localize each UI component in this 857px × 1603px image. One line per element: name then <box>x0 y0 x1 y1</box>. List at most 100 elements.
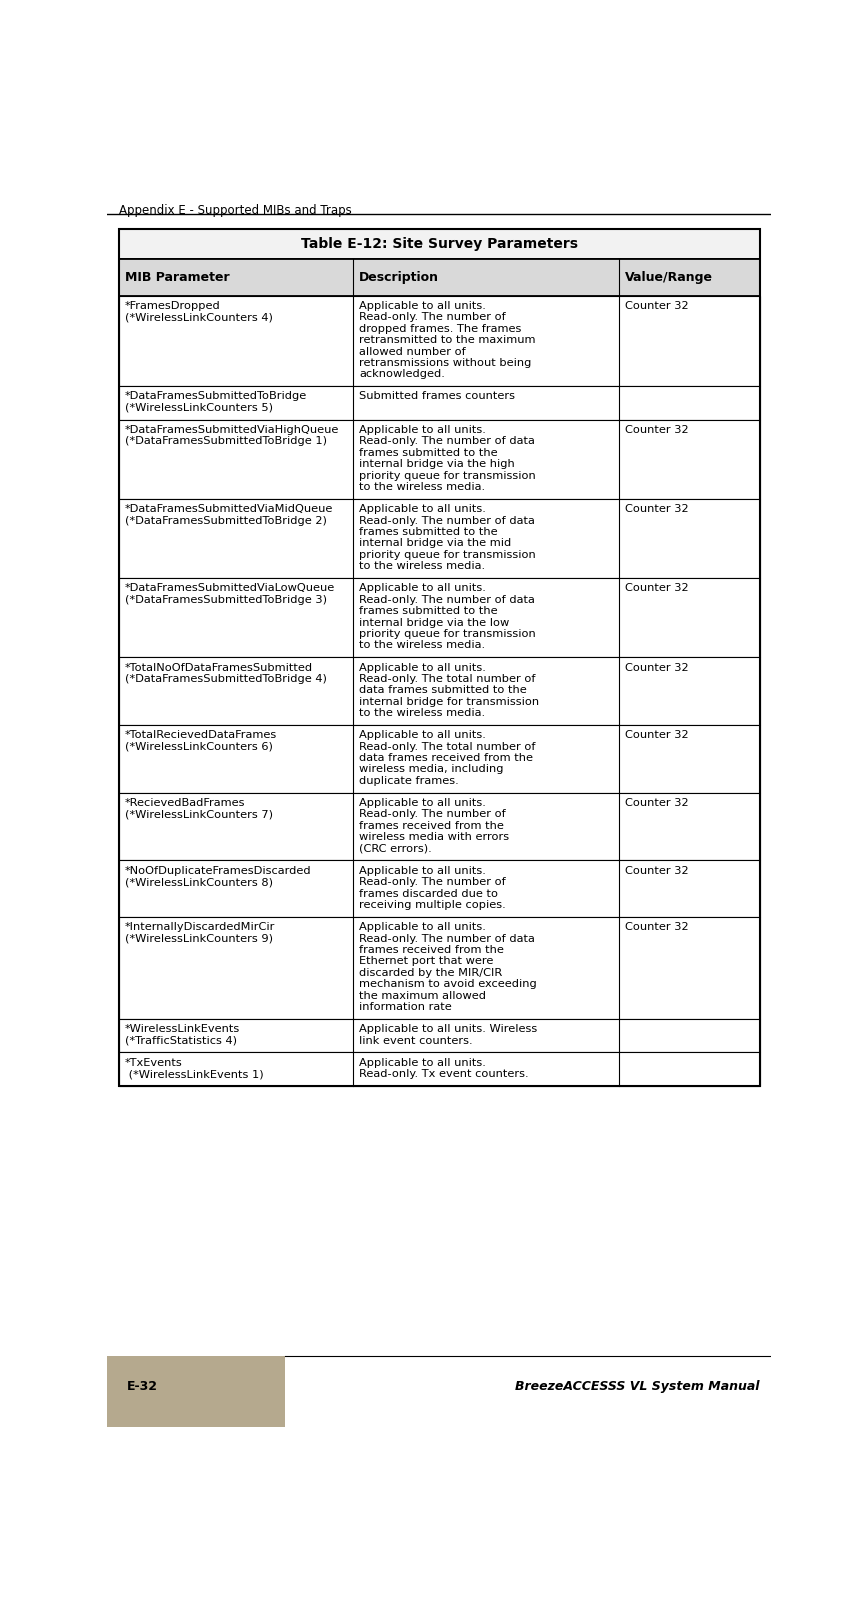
Text: Applicable to all units.: Applicable to all units. <box>359 922 486 933</box>
Text: Applicable to all units.: Applicable to all units. <box>359 505 486 515</box>
Text: allowed number of: allowed number of <box>359 346 465 356</box>
Text: *TxEvents: *TxEvents <box>125 1058 183 1068</box>
Text: *DataFramesSubmittedViaMidQueue: *DataFramesSubmittedViaMidQueue <box>125 505 333 515</box>
Text: frames received from the: frames received from the <box>359 944 504 955</box>
Text: *RecievedBadFrames: *RecievedBadFrames <box>125 798 245 808</box>
Text: duplicate frames.: duplicate frames. <box>359 776 458 785</box>
Text: (*WirelessLinkCounters 4): (*WirelessLinkCounters 4) <box>125 313 273 322</box>
Text: (*DataFramesSubmittedToBridge 2): (*DataFramesSubmittedToBridge 2) <box>125 516 327 526</box>
FancyBboxPatch shape <box>119 295 759 386</box>
Text: priority queue for transmission: priority queue for transmission <box>359 550 536 559</box>
Text: Counter 32: Counter 32 <box>625 583 688 593</box>
Text: internal bridge for transmission: internal bridge for transmission <box>359 697 539 707</box>
Text: (*TrafficStatistics 4): (*TrafficStatistics 4) <box>125 1036 237 1045</box>
Text: information rate: information rate <box>359 1002 452 1011</box>
Text: to the wireless media.: to the wireless media. <box>359 483 485 492</box>
Text: Applicable to all units.: Applicable to all units. <box>359 731 486 741</box>
Text: (*DataFramesSubmittedToBridge 3): (*DataFramesSubmittedToBridge 3) <box>125 595 327 604</box>
FancyBboxPatch shape <box>119 657 759 725</box>
Text: link event counters.: link event counters. <box>359 1036 472 1045</box>
Text: Counter 32: Counter 32 <box>625 662 688 673</box>
Text: Applicable to all units.: Applicable to all units. <box>359 662 486 673</box>
Text: Counter 32: Counter 32 <box>625 798 688 808</box>
Text: Read-only. The number of: Read-only. The number of <box>359 810 506 819</box>
Text: wireless media with errors: wireless media with errors <box>359 832 509 842</box>
Text: *FramesDropped: *FramesDropped <box>125 301 221 311</box>
FancyBboxPatch shape <box>107 1356 285 1427</box>
Text: dropped frames. The frames: dropped frames. The frames <box>359 324 521 333</box>
Text: internal bridge via the high: internal bridge via the high <box>359 458 515 470</box>
Text: frames discarded due to: frames discarded due to <box>359 888 498 899</box>
Text: Applicable to all units. Wireless: Applicable to all units. Wireless <box>359 1024 537 1034</box>
Text: (CRC errors).: (CRC errors). <box>359 843 432 854</box>
Text: Applicable to all units.: Applicable to all units. <box>359 798 486 808</box>
FancyBboxPatch shape <box>119 861 759 917</box>
Text: Applicable to all units.: Applicable to all units. <box>359 425 486 434</box>
Text: frames submitted to the: frames submitted to the <box>359 527 498 537</box>
Text: *DataFramesSubmittedToBridge: *DataFramesSubmittedToBridge <box>125 391 307 401</box>
Text: acknowledged.: acknowledged. <box>359 369 445 380</box>
Text: the maximum allowed: the maximum allowed <box>359 991 486 1000</box>
Text: E-32: E-32 <box>127 1380 158 1393</box>
FancyBboxPatch shape <box>119 229 759 258</box>
Text: to the wireless media.: to the wireless media. <box>359 561 485 571</box>
Text: (*WirelessLinkEvents 1): (*WirelessLinkEvents 1) <box>125 1069 264 1079</box>
Text: *NoOfDuplicateFramesDiscarded: *NoOfDuplicateFramesDiscarded <box>125 866 312 875</box>
Text: frames submitted to the: frames submitted to the <box>359 606 498 616</box>
Text: *TotalNoOfDataFramesSubmitted: *TotalNoOfDataFramesSubmitted <box>125 662 313 673</box>
Text: (*DataFramesSubmittedToBridge 4): (*DataFramesSubmittedToBridge 4) <box>125 673 327 684</box>
FancyBboxPatch shape <box>119 579 759 657</box>
Text: Applicable to all units.: Applicable to all units. <box>359 866 486 875</box>
Text: receiving multiple copies.: receiving multiple copies. <box>359 899 506 911</box>
FancyBboxPatch shape <box>119 1020 759 1052</box>
FancyBboxPatch shape <box>119 258 759 295</box>
Text: Counter 32: Counter 32 <box>625 505 688 515</box>
Text: Read-only. The number of data: Read-only. The number of data <box>359 933 535 944</box>
Text: (*WirelessLinkCounters 8): (*WirelessLinkCounters 8) <box>125 877 273 886</box>
FancyBboxPatch shape <box>119 386 759 420</box>
FancyBboxPatch shape <box>119 1052 759 1085</box>
FancyBboxPatch shape <box>119 725 759 792</box>
Text: MIB Parameter: MIB Parameter <box>125 271 230 284</box>
Text: retransmitted to the maximum: retransmitted to the maximum <box>359 335 536 345</box>
Text: frames received from the: frames received from the <box>359 821 504 830</box>
Text: *DataFramesSubmittedViaLowQueue: *DataFramesSubmittedViaLowQueue <box>125 583 335 593</box>
Text: priority queue for transmission: priority queue for transmission <box>359 628 536 640</box>
Text: Read-only. The number of: Read-only. The number of <box>359 313 506 322</box>
Text: *WirelessLinkEvents: *WirelessLinkEvents <box>125 1024 240 1034</box>
FancyBboxPatch shape <box>119 420 759 499</box>
Text: Value/Range: Value/Range <box>625 271 713 284</box>
Text: mechanism to avoid exceeding: mechanism to avoid exceeding <box>359 979 536 989</box>
FancyBboxPatch shape <box>119 792 759 861</box>
Text: Read-only. The total number of: Read-only. The total number of <box>359 673 536 684</box>
Text: internal bridge via the low: internal bridge via the low <box>359 617 509 627</box>
Text: data frames submitted to the: data frames submitted to the <box>359 686 527 696</box>
Text: Counter 32: Counter 32 <box>625 922 688 933</box>
Text: Read-only. The number of data: Read-only. The number of data <box>359 516 535 526</box>
Text: frames submitted to the: frames submitted to the <box>359 447 498 458</box>
Text: Table E-12: Site Survey Parameters: Table E-12: Site Survey Parameters <box>301 237 578 252</box>
Text: data frames received from the: data frames received from the <box>359 753 533 763</box>
Text: (*WirelessLinkCounters 9): (*WirelessLinkCounters 9) <box>125 933 273 944</box>
Text: Ethernet port that were: Ethernet port that were <box>359 957 494 967</box>
Text: Applicable to all units.: Applicable to all units. <box>359 301 486 311</box>
Text: (*DataFramesSubmittedToBridge 1): (*DataFramesSubmittedToBridge 1) <box>125 436 327 447</box>
Text: Submitted frames counters: Submitted frames counters <box>359 391 515 401</box>
Text: to the wireless media.: to the wireless media. <box>359 640 485 651</box>
Text: Counter 32: Counter 32 <box>625 866 688 875</box>
Text: Counter 32: Counter 32 <box>625 301 688 311</box>
Text: Applicable to all units.: Applicable to all units. <box>359 583 486 593</box>
Text: Read-only. The number of: Read-only. The number of <box>359 877 506 886</box>
Text: (*WirelessLinkCounters 7): (*WirelessLinkCounters 7) <box>125 810 273 819</box>
Text: Counter 32: Counter 32 <box>625 425 688 434</box>
Text: Appendix E - Supported MIBs and Traps: Appendix E - Supported MIBs and Traps <box>119 204 351 216</box>
Text: priority queue for transmission: priority queue for transmission <box>359 471 536 481</box>
Text: *TotalRecievedDataFrames: *TotalRecievedDataFrames <box>125 731 277 741</box>
Text: internal bridge via the mid: internal bridge via the mid <box>359 539 511 548</box>
Text: (*WirelessLinkCounters 6): (*WirelessLinkCounters 6) <box>125 742 273 752</box>
Text: Applicable to all units.: Applicable to all units. <box>359 1058 486 1068</box>
Text: Counter 32: Counter 32 <box>625 731 688 741</box>
Text: Read-only. Tx event counters.: Read-only. Tx event counters. <box>359 1069 529 1079</box>
Text: Read-only. The total number of: Read-only. The total number of <box>359 742 536 752</box>
Text: to the wireless media.: to the wireless media. <box>359 709 485 718</box>
